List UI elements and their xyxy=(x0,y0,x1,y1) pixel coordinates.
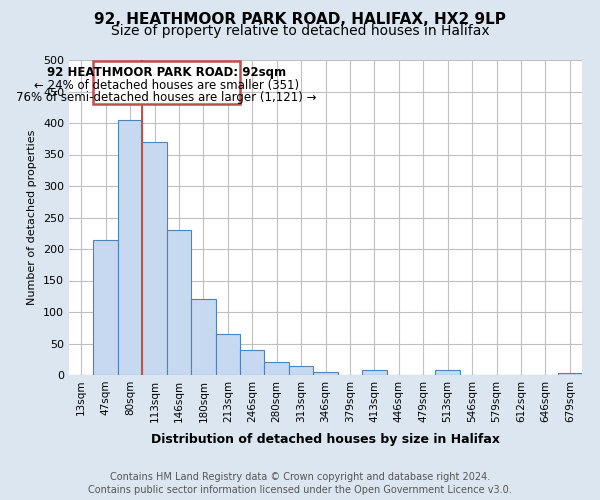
Text: 92, HEATHMOOR PARK ROAD, HALIFAX, HX2 9LP: 92, HEATHMOOR PARK ROAD, HALIFAX, HX2 9L… xyxy=(94,12,506,28)
X-axis label: Distribution of detached houses by size in Halifax: Distribution of detached houses by size … xyxy=(151,433,500,446)
Text: Size of property relative to detached houses in Halifax: Size of property relative to detached ho… xyxy=(110,24,490,38)
Bar xyxy=(118,120,142,375)
Y-axis label: Number of detached properties: Number of detached properties xyxy=(28,130,37,305)
Bar xyxy=(362,370,386,375)
Bar xyxy=(142,142,167,375)
Bar xyxy=(215,334,240,375)
Bar xyxy=(289,366,313,375)
Bar xyxy=(94,62,240,104)
Bar xyxy=(191,300,215,375)
Bar xyxy=(240,350,265,375)
Bar xyxy=(436,370,460,375)
Text: 92 HEATHMOOR PARK ROAD: 92sqm: 92 HEATHMOOR PARK ROAD: 92sqm xyxy=(47,66,286,80)
Text: Contains HM Land Registry data © Crown copyright and database right 2024.: Contains HM Land Registry data © Crown c… xyxy=(110,472,490,482)
Text: ← 24% of detached houses are smaller (351): ← 24% of detached houses are smaller (35… xyxy=(34,79,299,92)
Text: 76% of semi-detached houses are larger (1,121) →: 76% of semi-detached houses are larger (… xyxy=(16,92,317,104)
Bar xyxy=(557,373,582,375)
Bar xyxy=(313,372,338,375)
Bar xyxy=(94,240,118,375)
Bar xyxy=(167,230,191,375)
Text: Contains public sector information licensed under the Open Government Licence v3: Contains public sector information licen… xyxy=(88,485,512,495)
Bar xyxy=(265,362,289,375)
